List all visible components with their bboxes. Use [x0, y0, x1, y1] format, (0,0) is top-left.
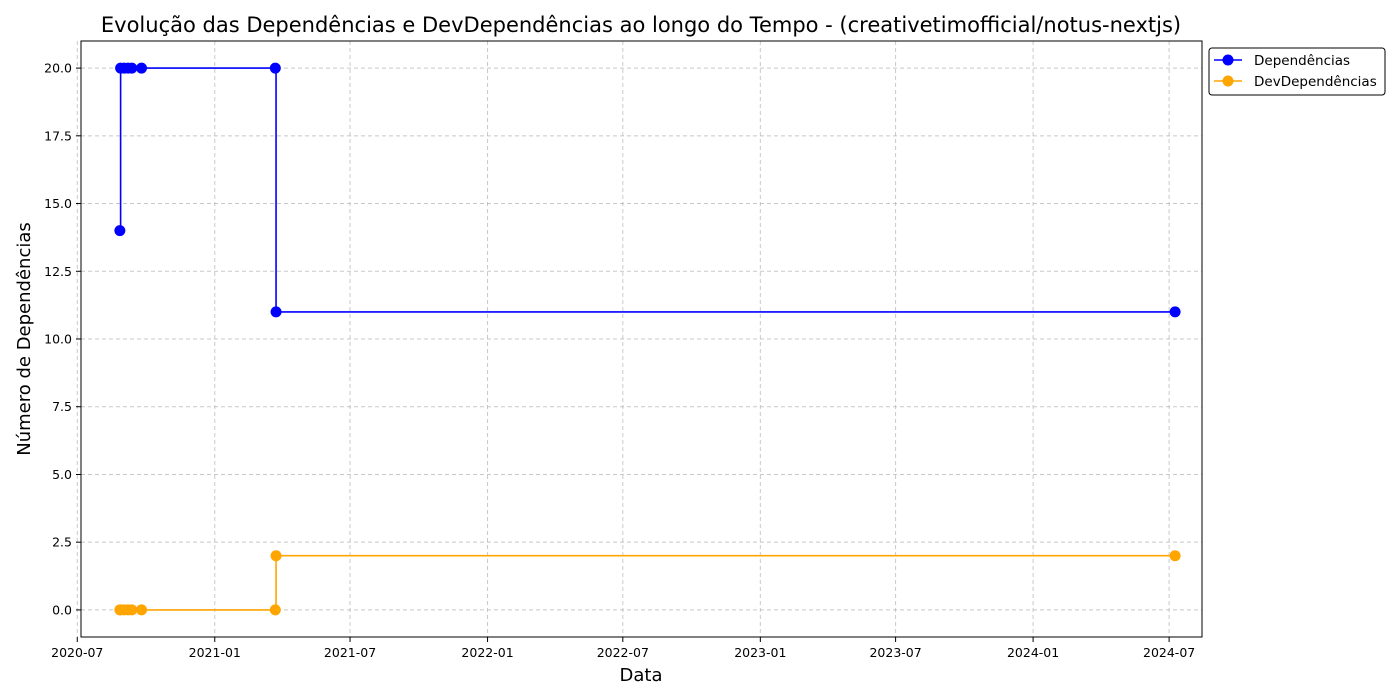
- x-axis-title: Data: [620, 665, 663, 686]
- data-point: [269, 604, 281, 616]
- y-tick-label: 12.5: [44, 264, 72, 279]
- x-tick-label: 2020-07: [51, 645, 103, 660]
- data-point: [1169, 306, 1181, 318]
- y-tick-label: 2.5: [52, 535, 72, 550]
- legend-box: [1208, 47, 1386, 96]
- x-tick-label: 2022-07: [597, 645, 649, 660]
- y-tick-label: 15.0: [44, 196, 72, 211]
- series-layer: [114, 62, 1181, 616]
- legend-marker: [1222, 54, 1234, 66]
- data-point: [126, 62, 138, 74]
- x-tick-label: 2023-01: [734, 645, 786, 660]
- data-point: [1169, 550, 1181, 562]
- series-1: [114, 62, 1181, 318]
- x-tick-label: 2023-07: [869, 645, 921, 660]
- legend-label: DevDependências: [1254, 74, 1377, 90]
- data-point: [270, 550, 282, 562]
- y-tick-label: 5.0: [52, 467, 72, 482]
- axis-ticks: 2020-07 2021-01 2021-07 2022-01 2022-07 2023-…: [44, 61, 1195, 660]
- series-2: [114, 550, 1181, 616]
- x-tick-label: 2024-07: [1143, 645, 1195, 660]
- x-tick-label: 2021-07: [324, 645, 376, 660]
- data-point: [114, 225, 126, 237]
- legend-marker: [1222, 75, 1234, 87]
- data-point: [270, 306, 282, 318]
- data-point: [136, 604, 148, 616]
- y-tick-label: 7.5: [52, 399, 72, 414]
- legend-label: Dependências: [1254, 53, 1350, 69]
- chart-title: Evolução das Dependências e DevDependênc…: [101, 13, 1181, 37]
- y-axis-title: Número de Dependências: [14, 222, 35, 456]
- data-point: [136, 62, 148, 74]
- y-tick-label: 10.0: [44, 332, 72, 347]
- data-point: [269, 62, 281, 74]
- x-tick-label: 2021-01: [189, 645, 241, 660]
- y-tick-label: 17.5: [44, 128, 72, 143]
- legend: Dependências DevDependências: [1208, 47, 1386, 96]
- data-point: [126, 604, 138, 616]
- y-tick-label: 0.0: [52, 602, 72, 617]
- x-tick-label: 2022-01: [461, 645, 513, 660]
- y-tick-label: 20.0: [44, 61, 72, 76]
- x-tick-label: 2024-01: [1007, 645, 1059, 660]
- grid-lines: [76, 41, 1202, 637]
